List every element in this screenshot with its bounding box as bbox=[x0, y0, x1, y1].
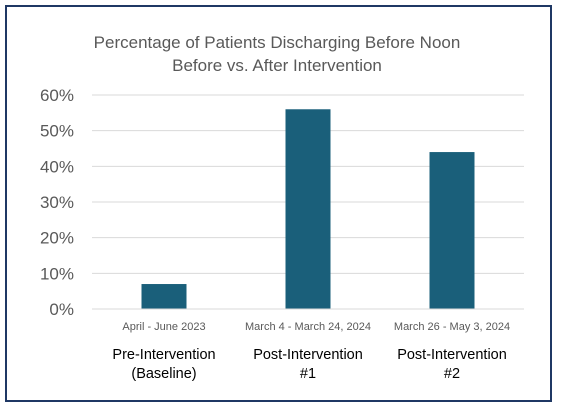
chart-title-line-1: Percentage of Patients Discharging Befor… bbox=[94, 33, 461, 52]
y-tick-label: 40% bbox=[40, 157, 74, 176]
phase-label: (Baseline) bbox=[131, 366, 196, 382]
phase-label: Post-Intervention bbox=[253, 347, 363, 363]
phase-label: #2 bbox=[444, 366, 460, 382]
x-tick-label: March 4 - March 24, 2024 bbox=[245, 321, 371, 333]
phase-label: Post-Intervention bbox=[397, 347, 507, 363]
bar bbox=[141, 284, 187, 309]
y-tick-label: 20% bbox=[40, 229, 74, 248]
x-tick-label: March 26 - May 3, 2024 bbox=[394, 321, 510, 333]
phase-label: Pre-Intervention bbox=[112, 347, 215, 363]
chart-title-line-2: Before vs. After Intervention bbox=[172, 56, 382, 75]
y-tick-label: 60% bbox=[40, 86, 74, 105]
phase-labels: Pre-Intervention (Baseline) Post-Intervent… bbox=[112, 347, 506, 382]
y-axis-ticks: 0% 10% 20% 30% 40% 50% 60% bbox=[40, 86, 74, 319]
y-tick-label: 30% bbox=[40, 193, 74, 212]
y-tick-label: 50% bbox=[40, 122, 74, 141]
bars bbox=[141, 109, 475, 310]
x-axis-categories: April - June 2023 March 4 - March 24, 202… bbox=[122, 321, 510, 333]
bar bbox=[285, 109, 331, 310]
y-tick-label: 0% bbox=[49, 300, 74, 319]
y-tick-label: 10% bbox=[40, 264, 74, 283]
x-tick-label: April - June 2023 bbox=[122, 321, 205, 333]
bar bbox=[429, 152, 475, 309]
phase-label: #1 bbox=[300, 366, 316, 382]
